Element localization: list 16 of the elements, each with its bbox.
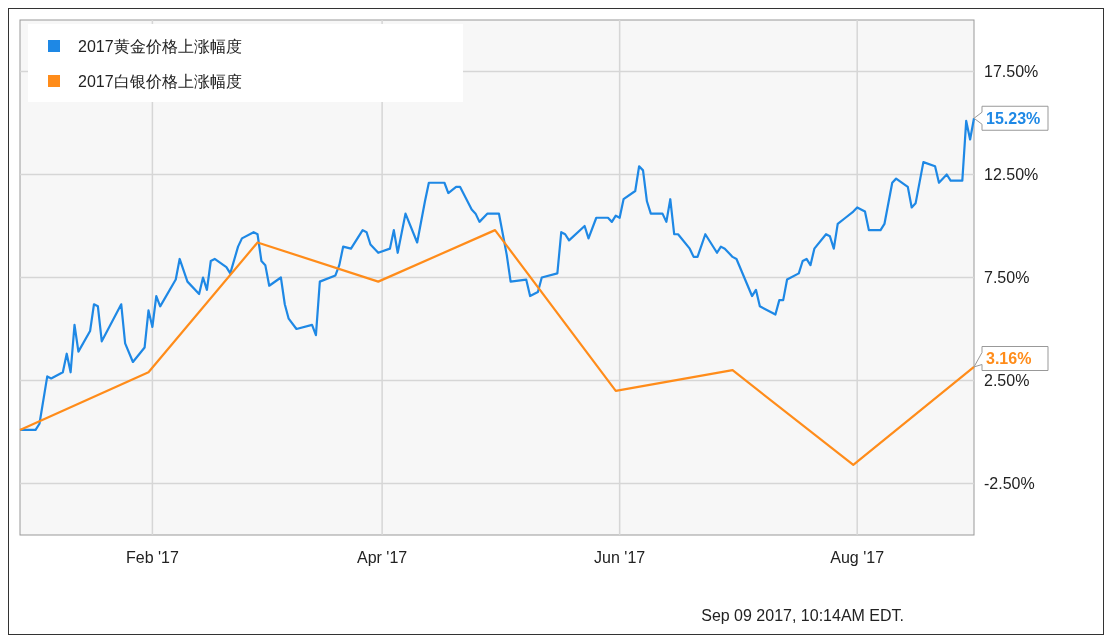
text: Sep 09 2017, 10:14AM EDT.	[701, 607, 904, 624]
legend-label: 2017黄金价格上涨幅度	[78, 37, 242, 55]
y-tick-label: 2.50%	[984, 372, 1030, 390]
x-tick-label: Apr '17	[357, 549, 408, 566]
legend-label: 2017白银价格上涨幅度	[78, 72, 242, 90]
x-tick-label: Feb '17	[125, 549, 179, 566]
x-tick-label: Jun '17	[594, 549, 646, 566]
line-series	[18, 229, 976, 467]
y-tick-label: 17.50%	[984, 63, 1039, 81]
annotation: 3.16%	[986, 350, 1032, 368]
line-series	[18, 117, 976, 432]
annotation: 15.23%	[986, 109, 1041, 127]
y-tick-label: 12.50%	[984, 166, 1039, 184]
y-tick-label: 7.50%	[984, 269, 1030, 287]
x-tick-label: Aug '17	[830, 549, 885, 566]
y-tick-label: -2.50%	[984, 475, 1035, 493]
